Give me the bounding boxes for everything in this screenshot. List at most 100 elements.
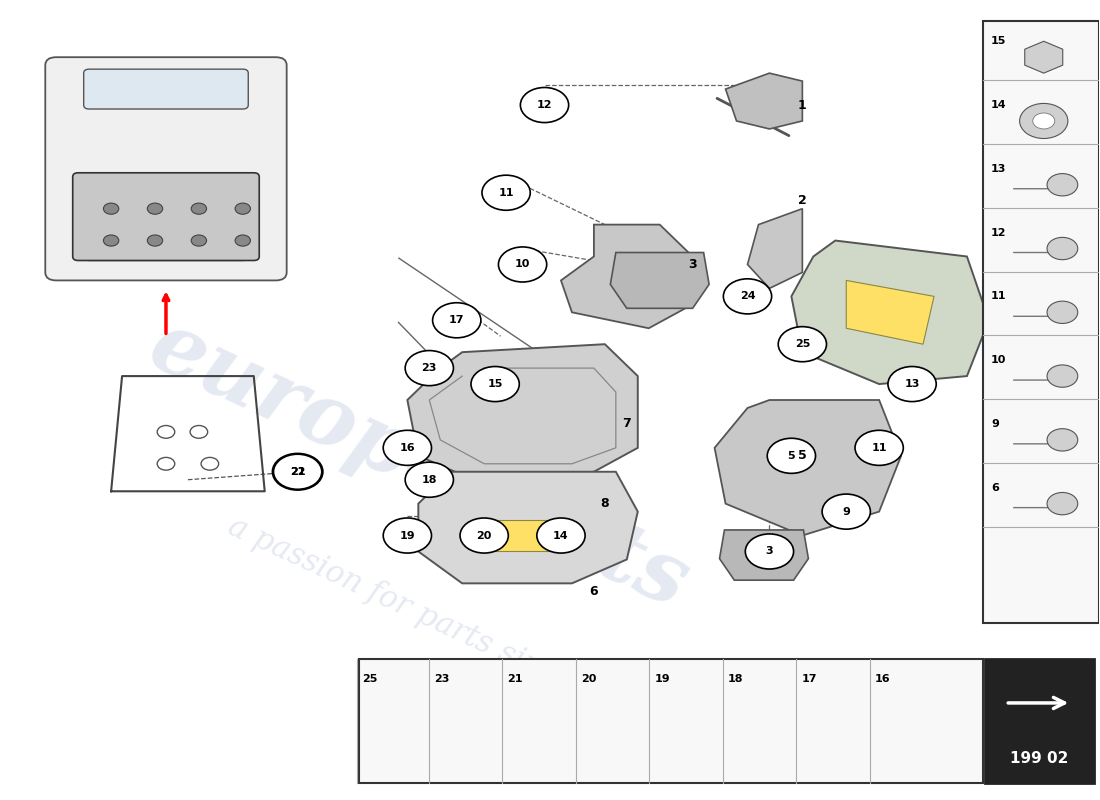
Text: 12: 12: [991, 227, 1006, 238]
FancyBboxPatch shape: [45, 57, 287, 281]
Circle shape: [273, 454, 323, 490]
Text: 10: 10: [991, 355, 1006, 365]
Text: 11: 11: [498, 188, 514, 198]
Circle shape: [1047, 429, 1078, 451]
Text: 7: 7: [623, 418, 631, 430]
Text: 23: 23: [433, 674, 449, 684]
Circle shape: [482, 175, 530, 210]
Circle shape: [1047, 493, 1078, 515]
Text: 10: 10: [515, 259, 530, 270]
Text: 9: 9: [843, 506, 850, 517]
Text: 15: 15: [487, 379, 503, 389]
Text: 3: 3: [689, 258, 697, 271]
Text: 5: 5: [798, 450, 806, 462]
Text: 16: 16: [399, 443, 415, 453]
Text: 9: 9: [991, 419, 999, 429]
Text: 13: 13: [904, 379, 920, 389]
Polygon shape: [726, 73, 802, 129]
Circle shape: [191, 235, 207, 246]
Text: 199 02: 199 02: [1010, 751, 1068, 766]
Circle shape: [190, 426, 208, 438]
Circle shape: [822, 494, 870, 529]
Polygon shape: [791, 241, 989, 384]
Text: a passion for parts since 1985: a passion for parts since 1985: [223, 511, 658, 736]
Circle shape: [157, 458, 175, 470]
Text: 8: 8: [601, 497, 609, 510]
Text: 25: 25: [362, 674, 377, 684]
Text: 2: 2: [798, 194, 806, 207]
Text: 11: 11: [991, 291, 1006, 302]
Polygon shape: [484, 519, 572, 551]
Text: 22: 22: [290, 466, 306, 477]
Text: 5: 5: [788, 451, 795, 461]
Text: 20: 20: [581, 674, 596, 684]
Text: 15: 15: [991, 36, 1006, 46]
Circle shape: [1047, 365, 1078, 387]
Text: 20: 20: [476, 530, 492, 541]
Text: 16: 16: [874, 674, 890, 684]
Polygon shape: [748, 209, 802, 288]
Circle shape: [498, 247, 547, 282]
FancyBboxPatch shape: [84, 69, 249, 109]
Circle shape: [888, 366, 936, 402]
Circle shape: [460, 518, 508, 553]
Circle shape: [432, 302, 481, 338]
Text: 4: 4: [984, 290, 993, 303]
Polygon shape: [418, 472, 638, 583]
Text: 14: 14: [991, 100, 1006, 110]
FancyBboxPatch shape: [359, 659, 983, 782]
Circle shape: [1047, 301, 1078, 323]
Circle shape: [1047, 174, 1078, 196]
Text: 13: 13: [991, 164, 1006, 174]
Text: europeparts: europeparts: [135, 302, 701, 626]
Text: 11: 11: [871, 443, 887, 453]
Circle shape: [537, 518, 585, 553]
Polygon shape: [610, 253, 710, 308]
Text: 17: 17: [449, 315, 464, 326]
Polygon shape: [561, 225, 693, 328]
Circle shape: [724, 279, 771, 314]
Polygon shape: [407, 344, 638, 480]
Circle shape: [103, 235, 119, 246]
Text: 24: 24: [739, 291, 756, 302]
Circle shape: [405, 462, 453, 498]
Text: 6: 6: [991, 482, 999, 493]
FancyBboxPatch shape: [84, 225, 249, 261]
Circle shape: [855, 430, 903, 466]
Circle shape: [157, 426, 175, 438]
Circle shape: [405, 350, 453, 386]
Text: 3: 3: [766, 546, 773, 557]
Circle shape: [383, 430, 431, 466]
Circle shape: [147, 203, 163, 214]
Circle shape: [103, 203, 119, 214]
Text: 25: 25: [794, 339, 810, 349]
Text: 17: 17: [801, 674, 817, 684]
Circle shape: [191, 203, 207, 214]
Circle shape: [383, 518, 431, 553]
Circle shape: [520, 87, 569, 122]
Circle shape: [201, 458, 219, 470]
Text: 19: 19: [654, 674, 670, 684]
Circle shape: [147, 235, 163, 246]
Text: 1: 1: [798, 98, 806, 111]
Circle shape: [1020, 103, 1068, 138]
Text: 21: 21: [507, 674, 522, 684]
Circle shape: [1033, 113, 1055, 129]
Text: 21: 21: [290, 466, 306, 477]
Circle shape: [767, 438, 815, 474]
Circle shape: [778, 326, 826, 362]
FancyBboxPatch shape: [984, 659, 1094, 782]
FancyBboxPatch shape: [983, 22, 1099, 623]
Circle shape: [235, 203, 251, 214]
Circle shape: [235, 235, 251, 246]
Text: 18: 18: [421, 474, 437, 485]
Text: 6: 6: [590, 585, 598, 598]
Circle shape: [1047, 238, 1078, 260]
Circle shape: [471, 366, 519, 402]
Polygon shape: [846, 281, 934, 344]
Text: 19: 19: [399, 530, 415, 541]
Polygon shape: [715, 400, 901, 535]
Polygon shape: [719, 530, 808, 580]
FancyBboxPatch shape: [73, 173, 260, 261]
Circle shape: [274, 454, 322, 490]
